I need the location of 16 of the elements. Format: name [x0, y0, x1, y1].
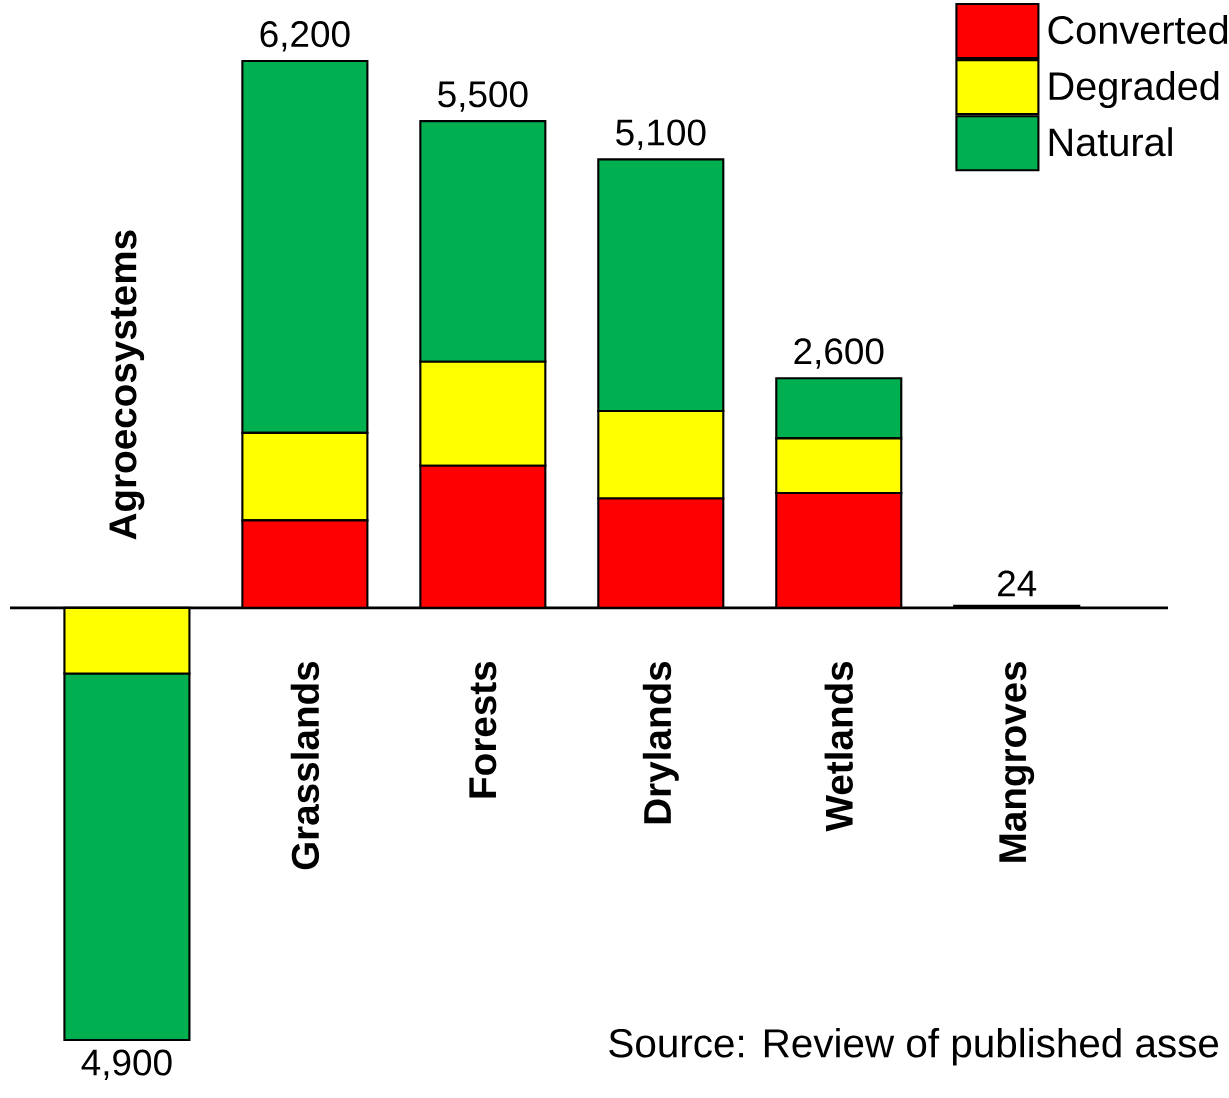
x-tick-label: Grasslands [290, 661, 320, 870]
annotation: 5,500 [438, 81, 528, 112]
annotation: 24 [998, 570, 1037, 597]
x-tick-label: Forests [469, 661, 497, 798]
legend-label: Natural [1049, 127, 1172, 157]
annotation: 5,100 [616, 119, 706, 150]
x-tick-label: Wetlands [824, 661, 853, 832]
x-tick-label: Agroecosystems [109, 230, 145, 540]
annotation: 2,600 [794, 338, 884, 369]
legend-label: Converted [1048, 15, 1228, 45]
annotation: 4,900 [81, 1049, 172, 1080]
x-tick-label: Drylands [642, 661, 679, 824]
x-tick-label: Mangroves [999, 661, 1035, 862]
legend-label: Degraded [1049, 71, 1219, 109]
annotation: 6,200 [260, 21, 350, 52]
annotation: Source: Review of published asse [609, 1027, 1219, 1066]
